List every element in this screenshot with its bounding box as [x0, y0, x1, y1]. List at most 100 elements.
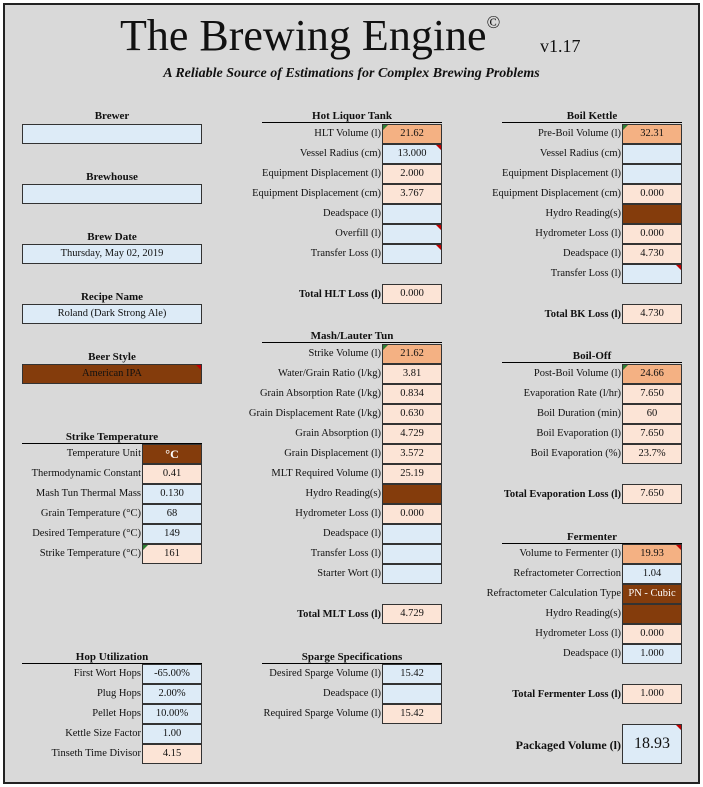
strike-thermodynamic-constant-label: Thermodynamic Constant — [31, 468, 141, 479]
total-evaporation-loss-value: 7.650 — [622, 484, 682, 504]
mash-mlt-required-volume-l-value: 25.19 — [382, 464, 442, 484]
mash-hydro-reading-s-value[interactable] — [382, 484, 442, 504]
hlt-vessel-radius-cm-value[interactable]: 13.000 — [382, 144, 442, 164]
mash-grain-absorption-l-value: 4.729 — [382, 424, 442, 444]
boil-kettle-header: Boil Kettle — [502, 110, 682, 123]
strike-mash-tun-thermal-mass-value[interactable]: 0.130 — [142, 484, 202, 504]
bk-hydro-reading-s-label: Hydro Reading(s) — [545, 208, 621, 219]
boil-off-header: Boil-Off — [502, 350, 682, 363]
fermenter-refractometer-calculation-type-value[interactable]: PN - Cubic — [622, 584, 682, 604]
boiloff-boil-evaporation-l-value: 7.650 — [622, 424, 682, 444]
strike-grain-temperature-c-value[interactable]: 68 — [142, 504, 202, 524]
hop-tinseth-time-divisor-label: Tinseth Time Divisor — [51, 748, 141, 759]
sparge-deadspace-l-label: Deadspace (l) — [322, 688, 381, 699]
mash-grain-absorption-rate-l-kg-value: 0.834 — [382, 384, 442, 404]
bk-transfer-loss-l-value[interactable] — [622, 264, 682, 284]
sparge-specifications-header: Sparge Specifications — [262, 651, 442, 664]
recipe-name-field[interactable]: Roland (Dark Strong Ale) — [22, 304, 202, 324]
bk-hydrometer-loss-l-value: 0.000 — [622, 224, 682, 244]
total-evaporation-loss-label: Total Evaporation Loss (l) — [503, 489, 621, 500]
strike-thermodynamic-constant-value: 0.41 — [142, 464, 202, 484]
mash-transfer-loss-l-label: Transfer Loss (l) — [310, 548, 381, 559]
hlt-overfill-l-value[interactable] — [382, 224, 442, 244]
brew-date-field[interactable]: Thursday, May 02, 2019 — [22, 244, 202, 264]
packaged-volume-value: 18.93 — [622, 724, 682, 764]
fermenter-refractometer-correction-label: Refractometer Correction — [513, 568, 621, 579]
beer-style-dropdown[interactable]: American IPA — [22, 364, 202, 384]
hot-liquor-tank-header: Hot Liquor Tank — [262, 110, 442, 123]
strike-temperature-unit-value[interactable]: °C — [142, 444, 202, 464]
strike-strike-temperature-c-label: Strike Temperature (°C) — [39, 548, 141, 559]
bk-vessel-radius-cm-value[interactable] — [622, 144, 682, 164]
sparge-required-sparge-volume-l-value: 15.42 — [382, 704, 442, 724]
strike-temperature-unit-label: Temperature Unit — [66, 448, 141, 459]
total-mlt-loss-value: 4.729 — [382, 604, 442, 624]
boiloff-evaporation-rate-l-hr-label: Evaporation Rate (l/hr) — [523, 388, 621, 399]
boiloff-boil-duration-min-value: 60 — [622, 404, 682, 424]
brewhouse-label: Brewhouse — [86, 171, 138, 183]
hop-pellet-hops-value[interactable]: 10.00% — [142, 704, 202, 724]
boiloff-post-boil-volume-l-label: Post-Boil Volume (l) — [533, 368, 621, 379]
bk-equipment-displacement-l-value[interactable] — [622, 164, 682, 184]
boiloff-boil-duration-min-label: Boil Duration (min) — [537, 408, 621, 419]
subtitle: A Reliable Source of Estimations for Com… — [163, 66, 540, 81]
fermenter-volume-to-fermenter-l-value: 19.93 — [622, 544, 682, 564]
boiloff-post-boil-volume-l-value: 24.66 — [622, 364, 682, 384]
mash-deadspace-l-value[interactable] — [382, 524, 442, 544]
bk-equipment-displacement-cm-value: 0.000 — [622, 184, 682, 204]
version-label: v1.17 — [540, 36, 581, 56]
mash-grain-displacement-l-label: Grain Displacement (l) — [284, 448, 381, 459]
brewhouse-field[interactable] — [22, 184, 202, 204]
hlt-transfer-loss-l-label: Transfer Loss (l) — [310, 248, 381, 259]
hop-kettle-size-factor-label: Kettle Size Factor — [65, 728, 141, 739]
mash-deadspace-l-label: Deadspace (l) — [322, 528, 381, 539]
hlt-equipment-displacement-cm-value: 3.767 — [382, 184, 442, 204]
mash-water-grain-ratio-l-kg-value: 3.81 — [382, 364, 442, 384]
bk-deadspace-l-label: Deadspace (l) — [562, 248, 621, 259]
mash-transfer-loss-l-value[interactable] — [382, 544, 442, 564]
total-bk-loss-label: Total BK Loss (l) — [544, 309, 621, 320]
fermenter-hydro-reading-s-label: Hydro Reading(s) — [545, 608, 621, 619]
brewer-field[interactable] — [22, 124, 202, 144]
boiloff-evaporation-rate-l-hr-value: 7.650 — [622, 384, 682, 404]
mash-strike-volume-l-label: Strike Volume (l) — [308, 348, 381, 359]
hlt-deadspace-l-value[interactable] — [382, 204, 442, 224]
strike-temperature-header: Strike Temperature — [22, 431, 202, 444]
fermenter-hydro-reading-s-value[interactable] — [622, 604, 682, 624]
boiloff-boil-evaporation-label: Boil Evaporation (%) — [530, 448, 621, 459]
app-title: The Brewing Engine© — [120, 11, 501, 60]
bk-pre-boil-volume-l-label: Pre-Boil Volume (l) — [537, 128, 621, 139]
sparge-desired-sparge-volume-l-value[interactable]: 15.42 — [382, 664, 442, 684]
fermenter-hydrometer-loss-l-value: 0.000 — [622, 624, 682, 644]
fermenter-header: Fermenter — [502, 531, 682, 544]
hop-first-wort-hops-value[interactable]: -65.00% — [142, 664, 202, 684]
hlt-equipment-displacement-l-label: Equipment Displacement (l) — [262, 168, 381, 179]
fermenter-hydrometer-loss-l-label: Hydrometer Loss (l) — [535, 628, 621, 639]
strike-desired-temperature-c-label: Desired Temperature (°C) — [32, 528, 141, 539]
hop-utilization-header: Hop Utilization — [22, 651, 202, 664]
boiloff-boil-evaporation-l-label: Boil Evaporation (l) — [536, 428, 621, 439]
strike-mash-tun-thermal-mass-label: Mash Tun Thermal Mass — [35, 488, 141, 499]
packaged-volume-label: Packaged Volume (l) — [515, 738, 621, 752]
mash-mlt-required-volume-l-label: MLT Required Volume (l) — [271, 468, 381, 479]
hop-plug-hops-value[interactable]: 2.00% — [142, 684, 202, 704]
hlt-transfer-loss-l-value[interactable] — [382, 244, 442, 264]
fermenter-refractometer-correction-value[interactable]: 1.04 — [622, 564, 682, 584]
bk-transfer-loss-l-label: Transfer Loss (l) — [550, 268, 621, 279]
sparge-deadspace-l-value[interactable] — [382, 684, 442, 704]
fermenter-deadspace-l-value[interactable]: 1.000 — [622, 644, 682, 664]
mash-lauter-tun-header: Mash/Lauter Tun — [262, 330, 442, 343]
boiloff-boil-evaporation-value: 23.7% — [622, 444, 682, 464]
hop-kettle-size-factor-value[interactable]: 1.00 — [142, 724, 202, 744]
total-mlt-loss-label: Total MLT Loss (l) — [297, 609, 381, 620]
hlt-overfill-l-label: Overfill (l) — [335, 228, 381, 239]
hlt-equipment-displacement-cm-label: Equipment Displacement (cm) — [252, 188, 381, 199]
mash-starter-wort-l-value[interactable] — [382, 564, 442, 584]
bk-hydro-reading-s-value[interactable] — [622, 204, 682, 224]
hop-plug-hops-label: Plug Hops — [96, 688, 141, 699]
mash-hydro-reading-s-label: Hydro Reading(s) — [305, 488, 381, 499]
mash-grain-absorption-rate-l-kg-label: Grain Absorption Rate (l/kg) — [259, 388, 381, 399]
hop-tinseth-time-divisor-value: 4.15 — [142, 744, 202, 764]
mash-starter-wort-l-label: Starter Wort (l) — [317, 568, 381, 579]
strike-desired-temperature-c-value[interactable]: 149 — [142, 524, 202, 544]
